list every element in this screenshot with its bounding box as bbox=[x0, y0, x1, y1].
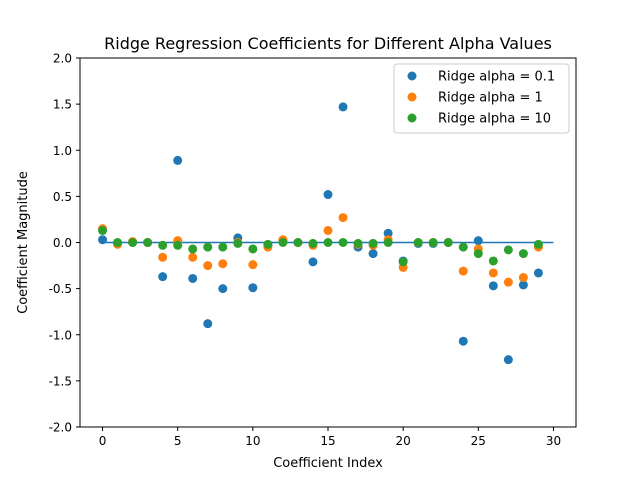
data-point bbox=[503, 277, 513, 287]
data-point bbox=[248, 260, 258, 270]
data-point bbox=[383, 228, 393, 238]
data-point bbox=[233, 238, 243, 248]
data-point bbox=[413, 238, 423, 247]
y-tick-label: -1.5 bbox=[49, 374, 72, 388]
data-point bbox=[98, 226, 108, 236]
data-point bbox=[383, 238, 393, 247]
data-point bbox=[398, 257, 408, 267]
data-point bbox=[248, 244, 258, 254]
data-point bbox=[518, 280, 528, 290]
data-point bbox=[308, 238, 318, 248]
legend-entry: Ridge alpha = 10 bbox=[438, 112, 551, 127]
data-point bbox=[113, 238, 123, 247]
x-tick-label: 5 bbox=[174, 434, 182, 448]
data-point bbox=[308, 257, 318, 267]
legend-marker bbox=[407, 92, 417, 102]
data-point bbox=[458, 266, 468, 276]
data-point bbox=[98, 235, 108, 245]
data-point bbox=[218, 259, 228, 269]
data-point bbox=[143, 238, 153, 247]
data-point bbox=[203, 319, 213, 329]
y-tick-label: -2.0 bbox=[49, 421, 72, 435]
data-point bbox=[338, 213, 348, 223]
data-point bbox=[158, 240, 168, 250]
data-points bbox=[98, 102, 543, 365]
y-tick-label: 1.0 bbox=[53, 144, 72, 158]
data-point bbox=[533, 239, 543, 249]
x-tick-label: 15 bbox=[320, 434, 335, 448]
y-tick-label: 0.5 bbox=[53, 190, 72, 204]
x-tick-label: 10 bbox=[245, 434, 260, 448]
data-point bbox=[488, 281, 498, 291]
data-point bbox=[473, 236, 483, 246]
data-point bbox=[173, 155, 183, 165]
data-point bbox=[128, 238, 138, 247]
x-axis: 0 5 10 15 20 25 30 bbox=[99, 427, 561, 448]
data-point bbox=[368, 249, 378, 259]
x-tick-label: 30 bbox=[546, 434, 561, 448]
data-point bbox=[458, 242, 468, 252]
data-point bbox=[503, 245, 513, 255]
y-tick-label: 1.5 bbox=[53, 98, 72, 112]
data-point bbox=[458, 336, 468, 346]
legend-box bbox=[393, 63, 570, 134]
data-point bbox=[158, 272, 168, 282]
y-tick-label: 0.0 bbox=[53, 236, 72, 250]
x-tick-label: 25 bbox=[471, 434, 486, 448]
data-point bbox=[248, 283, 258, 293]
chart-title: Ridge Regression Coefficients for Differ… bbox=[104, 34, 552, 53]
data-point bbox=[443, 238, 453, 247]
data-point bbox=[488, 268, 498, 278]
y-axis: -2.0 -1.5 -1.0 -0.5 0.0 0.5 1.0 1.5 2.0 bbox=[49, 52, 80, 435]
data-point bbox=[188, 273, 198, 283]
data-point bbox=[188, 252, 198, 262]
data-point bbox=[473, 249, 483, 259]
data-point bbox=[293, 238, 303, 247]
data-point bbox=[518, 273, 528, 283]
data-point bbox=[533, 268, 543, 278]
legend-entry: Ridge alpha = 1 bbox=[438, 91, 543, 106]
legend: Ridge alpha = 0.1 Ridge alpha = 1 Ridge … bbox=[393, 63, 570, 134]
x-tick-label: 20 bbox=[396, 434, 411, 448]
data-point bbox=[278, 238, 288, 247]
y-tick-label: -1.0 bbox=[49, 328, 72, 342]
legend-marker bbox=[407, 71, 417, 81]
data-point bbox=[173, 240, 183, 250]
data-point bbox=[428, 238, 438, 247]
y-axis-label: Coefficient Magnitude bbox=[16, 171, 31, 314]
data-point bbox=[368, 238, 378, 248]
series-1 bbox=[98, 102, 543, 365]
y-tick-label: 2.0 bbox=[53, 52, 72, 66]
data-point bbox=[203, 242, 213, 252]
x-axis-label: Coefficient Index bbox=[273, 456, 383, 471]
data-point bbox=[488, 256, 498, 266]
legend-marker bbox=[407, 113, 417, 123]
series-3 bbox=[98, 226, 543, 267]
data-point bbox=[323, 226, 333, 236]
data-point bbox=[218, 242, 228, 252]
data-point bbox=[323, 190, 333, 200]
data-point bbox=[218, 284, 228, 294]
data-point bbox=[188, 244, 198, 254]
data-point bbox=[518, 249, 528, 259]
x-tick-label: 0 bbox=[99, 434, 107, 448]
y-tick-label: -0.5 bbox=[49, 282, 72, 296]
data-point bbox=[503, 355, 513, 365]
plot-area bbox=[98, 102, 554, 365]
data-point bbox=[158, 252, 168, 262]
data-point bbox=[263, 239, 273, 249]
data-point bbox=[353, 238, 363, 248]
data-point bbox=[323, 238, 333, 247]
legend-entry: Ridge alpha = 0.1 bbox=[438, 70, 555, 85]
data-point bbox=[203, 261, 213, 271]
data-point bbox=[338, 238, 348, 247]
data-point bbox=[338, 102, 348, 112]
